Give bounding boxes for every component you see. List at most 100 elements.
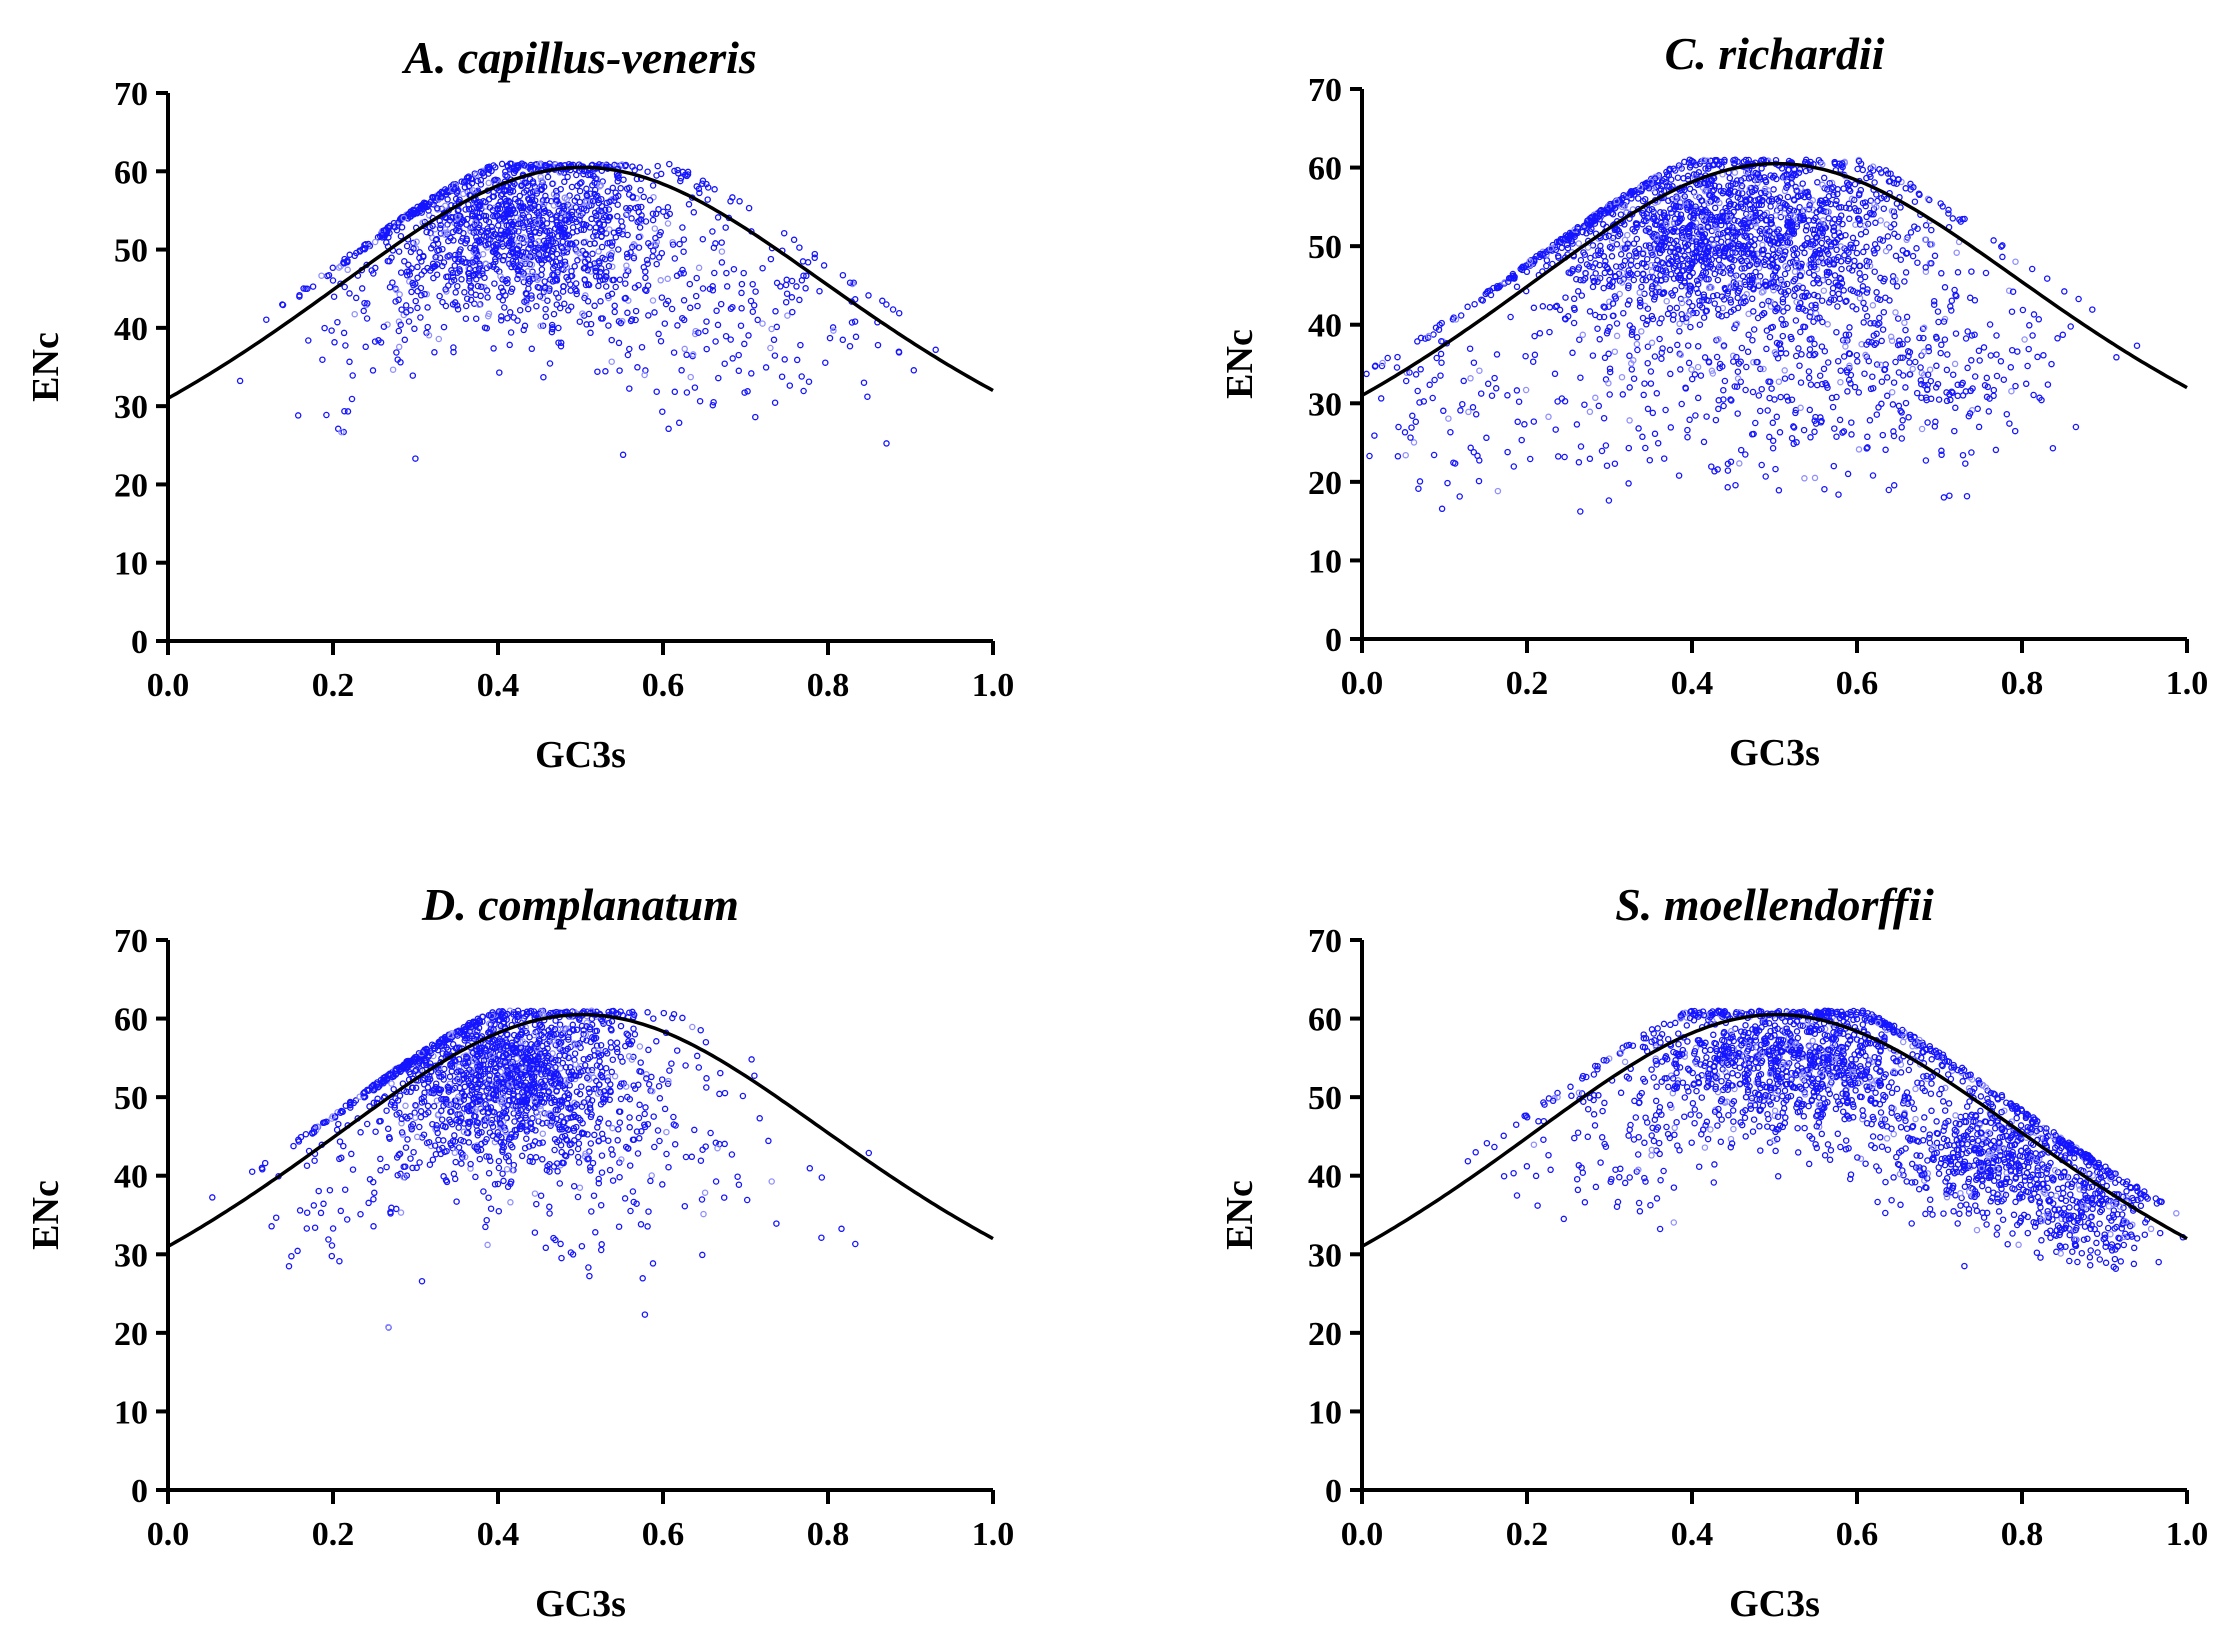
y-tick-label: 70 xyxy=(114,76,148,113)
data-point xyxy=(470,229,477,236)
data-point xyxy=(526,175,534,183)
chart-title: C. richardii xyxy=(1665,28,1885,79)
data-point xyxy=(786,382,794,389)
data-point xyxy=(474,282,482,290)
data-point xyxy=(497,284,505,291)
data-point xyxy=(351,252,358,260)
data-point xyxy=(644,260,651,267)
data-point xyxy=(561,194,569,202)
data-point xyxy=(535,250,543,258)
data-point xyxy=(1749,214,1757,222)
data-point xyxy=(702,327,709,335)
data-point xyxy=(490,345,497,352)
data-point xyxy=(542,313,550,320)
data-point xyxy=(839,271,847,279)
data-point xyxy=(747,297,755,305)
data-point xyxy=(759,320,766,327)
y-tick-label: 40 xyxy=(114,311,148,348)
data-point xyxy=(451,262,459,269)
data-point xyxy=(555,324,562,332)
data-point xyxy=(709,401,717,409)
data-point xyxy=(1732,321,1740,328)
data-point xyxy=(614,213,621,220)
data-point xyxy=(370,270,377,277)
data-point xyxy=(715,374,722,382)
data-point xyxy=(830,327,837,334)
data-point xyxy=(699,285,707,292)
data-point xyxy=(1702,252,1709,260)
data-point xyxy=(627,249,634,256)
data-point xyxy=(543,242,550,249)
data-point xyxy=(398,306,405,313)
data-point xyxy=(1793,256,1800,264)
data-point xyxy=(622,294,629,302)
data-point xyxy=(722,224,729,231)
data-point xyxy=(510,314,517,321)
data-point xyxy=(655,254,663,261)
data-point xyxy=(469,187,477,194)
data-point xyxy=(452,289,459,296)
data-point xyxy=(518,235,526,243)
data-point xyxy=(541,278,548,285)
data-point xyxy=(555,339,562,346)
data-point xyxy=(472,315,480,322)
data-point xyxy=(572,204,580,211)
data-point xyxy=(529,180,537,187)
data-point xyxy=(531,197,539,204)
y-axis-label: ENc xyxy=(1219,329,1261,399)
data-point xyxy=(1999,242,2006,249)
data-point xyxy=(511,180,518,188)
data-point xyxy=(1824,359,1832,366)
data-point xyxy=(588,215,595,223)
data-point xyxy=(589,182,596,189)
data-point xyxy=(601,206,609,214)
data-point xyxy=(586,224,594,231)
data-point xyxy=(491,176,498,184)
data-point xyxy=(615,192,622,200)
data-point xyxy=(695,264,703,272)
data-point xyxy=(1802,227,1810,234)
data-point xyxy=(538,221,546,229)
data-point xyxy=(623,211,630,218)
data-point xyxy=(549,180,556,188)
data-point xyxy=(482,241,489,249)
data-point xyxy=(340,260,348,267)
data-point xyxy=(504,228,512,235)
data-point xyxy=(412,280,419,288)
data-point xyxy=(341,255,348,263)
data-point xyxy=(464,215,471,223)
data-point xyxy=(412,297,419,305)
data-point xyxy=(630,254,638,262)
data-point xyxy=(1990,237,1997,244)
data-point xyxy=(694,302,701,310)
data-point xyxy=(528,345,536,353)
data-point xyxy=(507,238,515,246)
data-point xyxy=(805,378,813,385)
data-point xyxy=(576,187,584,195)
data-point xyxy=(555,207,563,215)
data-point xyxy=(460,190,467,198)
y-tick-label: 60 xyxy=(114,154,148,191)
data-point xyxy=(318,272,325,279)
data-point xyxy=(789,308,796,316)
data-point xyxy=(685,201,693,208)
data-point xyxy=(727,336,734,343)
data-point xyxy=(561,300,568,308)
data-point xyxy=(524,206,532,213)
data-point xyxy=(490,212,497,220)
data-point xyxy=(635,208,643,216)
data-point xyxy=(453,189,461,197)
data-point xyxy=(568,183,576,191)
data-point xyxy=(552,258,560,265)
data-point xyxy=(1737,255,1744,263)
data-point xyxy=(793,356,801,364)
data-point xyxy=(604,188,612,195)
data-point xyxy=(602,283,610,290)
data-point xyxy=(589,250,596,258)
data-point xyxy=(800,272,807,279)
data-point xyxy=(516,242,523,250)
data-point xyxy=(622,272,630,279)
data-point xyxy=(514,275,521,283)
y-tick-label: 20 xyxy=(1308,465,1342,502)
data-point xyxy=(505,197,512,205)
